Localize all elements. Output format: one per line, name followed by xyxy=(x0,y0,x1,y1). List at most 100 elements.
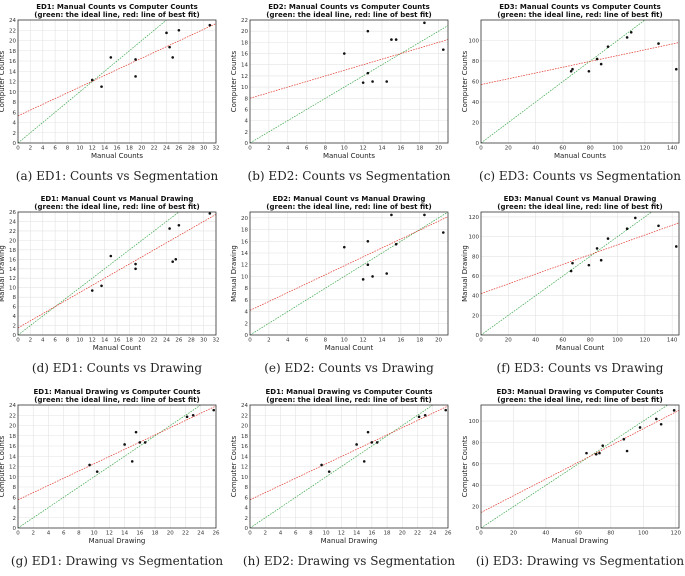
x-tick-label: 12 xyxy=(360,338,367,344)
x-tick-label: 100 xyxy=(612,146,623,152)
data-point xyxy=(595,247,599,250)
data-point xyxy=(599,258,603,262)
data-point xyxy=(90,289,94,292)
y-tick-label: 24 xyxy=(241,403,248,409)
chart-subtitle: (green: the ideal line, red: line of bes… xyxy=(497,203,662,211)
y-tick-label: 16 xyxy=(9,444,16,450)
ideal-line xyxy=(250,25,448,143)
chart-title: ED1: Manual Drawing vs Computer Counts xyxy=(33,388,200,396)
y-tick-label: 8 xyxy=(13,295,17,301)
x-tick-label: 20 xyxy=(167,531,174,537)
data-point xyxy=(657,224,660,228)
x-tick-label: 28 xyxy=(188,146,195,152)
best-fit-line xyxy=(18,214,216,329)
data-point xyxy=(171,260,174,263)
data-point xyxy=(674,245,678,248)
x-tick-label: 14 xyxy=(353,531,360,537)
x-tick-label: 20 xyxy=(510,531,517,537)
y-tick-label: 18 xyxy=(241,228,248,234)
data-point xyxy=(595,57,599,61)
data-point xyxy=(342,52,346,55)
chart-panel-6: 0 20 40 60 80 100 120 140 0 20 40 60 80 100 120 ED3: Ma… xyxy=(461,195,680,352)
y-tick-label: 8 xyxy=(245,96,249,102)
x-axis-label: Manual Count xyxy=(325,344,374,352)
data-point xyxy=(171,56,174,59)
data-point xyxy=(361,81,365,84)
best-fit-line xyxy=(481,42,679,85)
x-tick-label: 4 xyxy=(47,531,51,537)
y-tick-label: 20 xyxy=(472,313,479,319)
y-tick-label: 20 xyxy=(241,216,248,222)
y-tick-label: 120 xyxy=(469,215,480,221)
x-tick-label: 18 xyxy=(384,531,391,537)
y-tick-label: 6 xyxy=(13,110,17,116)
y-tick-label: 2 xyxy=(13,131,17,137)
data-point xyxy=(606,45,610,48)
x-tick-label: 8 xyxy=(66,338,70,344)
ideal-line xyxy=(250,405,434,528)
x-tick-label: 100 xyxy=(638,531,649,537)
x-tick-label: 0 xyxy=(16,338,20,344)
y-tick-label: 0 xyxy=(13,333,17,339)
y-tick-label: 14 xyxy=(9,69,16,75)
figure-caption: (f) ED3: Counts vs Drawing xyxy=(496,361,664,375)
data-point xyxy=(599,62,603,66)
y-tick-label: 8 xyxy=(13,485,17,491)
y-tick-label: 0 xyxy=(245,333,249,339)
y-tick-label: 10 xyxy=(241,475,248,481)
data-point xyxy=(168,227,171,230)
x-axis-label: Manual Count xyxy=(556,344,605,352)
y-tick-label: 2 xyxy=(245,516,249,522)
x-tick-label: 0 xyxy=(248,531,252,537)
y-tick-label: 26 xyxy=(9,210,16,216)
data-point xyxy=(90,78,94,82)
y-tick-label: 14 xyxy=(241,63,248,69)
y-tick-label: 2 xyxy=(13,324,17,330)
y-tick-label: 22 xyxy=(9,28,16,34)
y-tick-label: 6 xyxy=(13,305,17,311)
x-tick-label: 8 xyxy=(66,146,70,152)
data-point xyxy=(123,443,126,446)
y-tick-label: 4 xyxy=(13,506,17,512)
y-tick-label: 2 xyxy=(245,321,249,327)
y-tick-label: 12 xyxy=(241,465,248,471)
data-point xyxy=(571,261,574,265)
data-point xyxy=(342,245,346,249)
x-tick-label: 6 xyxy=(53,338,57,344)
x-tick-label: 10 xyxy=(341,146,348,152)
y-tick-label: 4 xyxy=(13,314,17,320)
chart-subtitle: (green: the ideal line, red: line of bes… xyxy=(34,396,199,404)
chart-panel-1: 0 2 4 6 8 10 12 14 16 18 20 22 24 26 28 30 3202468101214… xyxy=(0,3,220,160)
y-tick-label: 6 xyxy=(245,495,249,501)
x-tick-label: 8 xyxy=(309,531,313,537)
y-tick-label: 0 xyxy=(476,333,480,339)
figure-caption: (h) ED2: Drawing vs Segmentation xyxy=(242,554,456,568)
x-tick-label: 140 xyxy=(667,338,678,344)
chart-title: ED1: Manual Drawing vs Computer Counts xyxy=(265,388,432,396)
data-point xyxy=(174,258,178,261)
x-tick-label: 0 xyxy=(16,146,20,152)
y-tick-label: 10 xyxy=(9,286,16,292)
x-tick-label: 40 xyxy=(532,146,539,152)
data-point xyxy=(385,80,389,83)
y-tick-label: 40 xyxy=(472,483,479,489)
x-tick-label: 20 xyxy=(138,146,145,152)
y-tick-label: 100 xyxy=(469,419,480,425)
x-tick-label: 24 xyxy=(163,338,170,344)
data-point xyxy=(130,460,134,463)
x-tick-label: 80 xyxy=(587,146,594,152)
x-tick-label: 28 xyxy=(188,338,195,344)
y-tick-label: 16 xyxy=(241,444,248,450)
y-tick-label: 14 xyxy=(9,454,16,460)
figure-caption: (b) ED2: Counts vs Segmentation xyxy=(247,169,451,183)
y-tick-label: 22 xyxy=(9,229,16,235)
data-point xyxy=(598,451,601,455)
y-tick-label: 80 xyxy=(472,254,479,260)
x-tick-label: 8 xyxy=(324,146,328,152)
data-point xyxy=(168,45,171,49)
axes-frame xyxy=(17,404,217,529)
x-axis-label: Manual Drawing xyxy=(321,537,378,545)
data-point xyxy=(185,415,189,419)
x-tick-label: 20 xyxy=(435,146,442,152)
